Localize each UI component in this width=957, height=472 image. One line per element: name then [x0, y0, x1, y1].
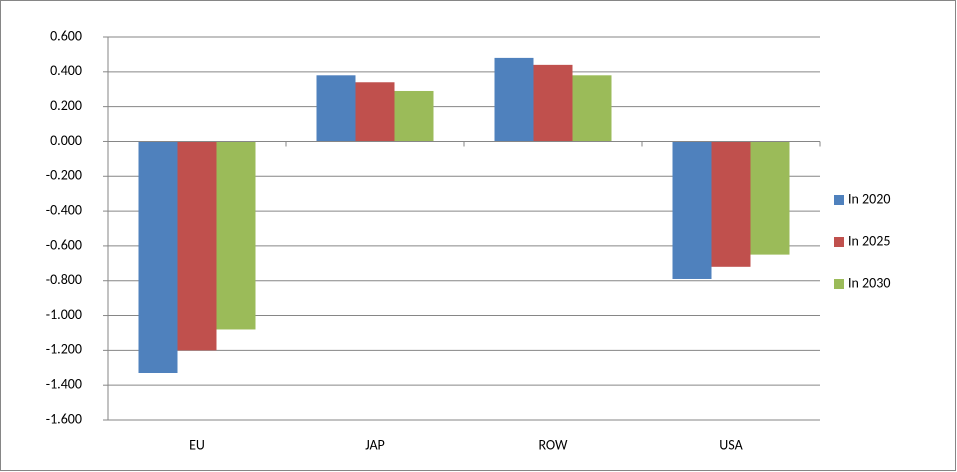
legend-swatch	[834, 195, 844, 205]
legend-label: In 2025	[848, 232, 890, 249]
bar	[494, 57, 534, 142]
bar	[355, 82, 395, 142]
legend-label: In 2030	[848, 274, 890, 291]
bar	[711, 141, 751, 267]
y-tick-label: 0.200	[50, 97, 82, 114]
bar	[572, 75, 612, 142]
bar	[672, 141, 712, 279]
y-tick-label: -1.200	[46, 341, 82, 358]
bar	[138, 141, 178, 373]
y-tick-label: 0.000	[50, 132, 82, 149]
x-tick-label: EU	[189, 436, 205, 453]
y-tick-label: -1.400	[46, 376, 82, 393]
y-tick-label: -1.000	[46, 306, 82, 323]
y-tick-label: -0.400	[46, 201, 82, 218]
bar	[750, 141, 790, 255]
x-tick-label: JAP	[365, 436, 385, 453]
y-tick-label: 0.400	[50, 62, 82, 79]
legend-label: In 2020	[848, 190, 890, 207]
x-tick-label: ROW	[538, 436, 568, 453]
legend-swatch	[834, 237, 844, 247]
bar	[316, 75, 356, 142]
x-tick-label: USA	[719, 436, 743, 453]
bar	[216, 141, 256, 330]
bar	[533, 64, 573, 142]
y-tick-label: -0.800	[46, 271, 82, 288]
y-tick-label: -1.600	[46, 410, 82, 427]
bar	[394, 90, 434, 142]
y-tick-label: -0.200	[46, 167, 82, 184]
y-tick-label: -0.600	[46, 236, 82, 253]
y-tick-label: 0.600	[50, 27, 82, 44]
bar	[177, 141, 217, 351]
legend-swatch	[834, 279, 844, 289]
